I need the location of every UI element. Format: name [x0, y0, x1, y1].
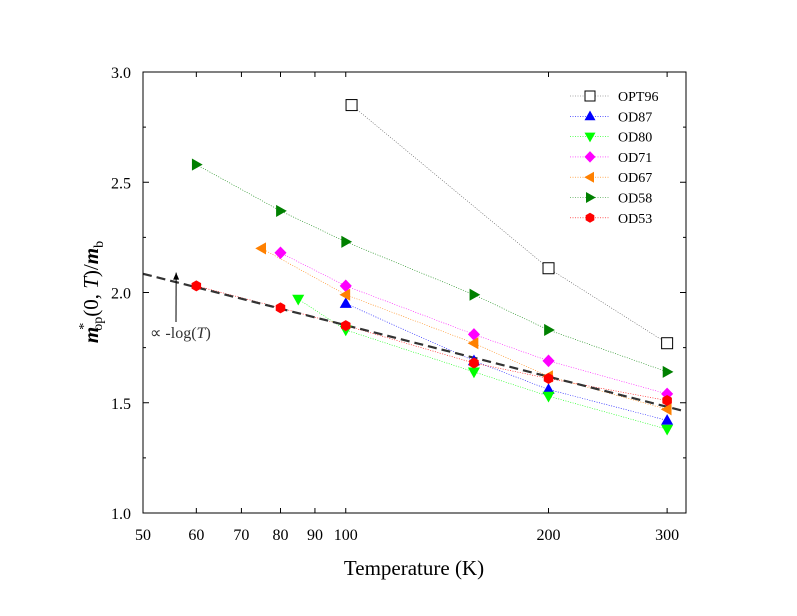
data-point-od71-3	[467, 328, 481, 341]
x-tick-label-80: 80	[272, 527, 288, 544]
series-line-od67	[261, 248, 668, 410]
data-point-od67-2	[339, 288, 351, 301]
data-point-od87-1	[339, 297, 352, 308]
legend-marker-opt96	[584, 90, 596, 102]
annotation-text: ∝ -log(T)	[150, 325, 211, 342]
series-line-od87	[345, 303, 668, 421]
legend-marker-od80	[584, 132, 596, 143]
data-point-od71-4	[542, 354, 555, 368]
annotation: ∝ -log(T)	[150, 272, 211, 342]
data-point-od80-5	[661, 424, 674, 436]
data-point-od53-5	[543, 372, 554, 384]
data-point-od87-4	[661, 414, 674, 425]
legend: OPT96 OD87 OD80 OD71 OD67 OD58 OD53	[570, 90, 658, 227]
fit-line	[142, 272, 687, 413]
data-points	[191, 99, 674, 436]
legend-label-od80: OD80	[618, 131, 652, 146]
data-point-od53-6	[662, 395, 672, 407]
data-point-od58-2	[276, 204, 287, 217]
data-point-od67-1	[255, 242, 267, 255]
data-point-od67-5	[660, 403, 672, 416]
y-axis-title-mb: m	[79, 248, 103, 264]
legend-label-od67: OD67	[618, 171, 652, 186]
annotation-arrowhead	[173, 272, 180, 280]
data-point-od67-3	[467, 337, 479, 350]
y-tick-label-0: 1.0	[111, 506, 131, 523]
data-point-opt96-1	[345, 99, 358, 112]
data-point-od53-4	[469, 357, 479, 369]
y-axis-title-mid: (0,	[79, 289, 103, 317]
legend-marker-od67	[584, 171, 594, 183]
data-point-od53-1	[191, 280, 202, 292]
y-axis-title-close: )/	[79, 264, 103, 277]
data-point-od71-2	[339, 279, 352, 293]
x-tick-label-70: 70	[233, 527, 249, 544]
data-point-od58-4	[469, 288, 481, 301]
data-point-opt96-3	[661, 337, 674, 350]
y-tick-label-3: 2.5	[111, 175, 131, 192]
legend-marker-od53	[585, 212, 595, 223]
y-axis-title-T: T	[79, 276, 103, 289]
data-point-od71-1	[274, 246, 287, 260]
y-tick-label-4: 3.0	[111, 65, 131, 82]
legend-marker-od71	[584, 151, 596, 163]
axes: 50 60 70 80 90 100 200 300 1.0 1.5 2.0 2.5 3.0	[111, 65, 686, 544]
legend-label-od71: OD71	[618, 151, 652, 166]
y-tick-label-2: 2.0	[111, 286, 131, 303]
data-point-od58-3	[341, 235, 353, 248]
series-lines	[196, 104, 668, 430]
legend-label-opt96: OPT96	[618, 90, 658, 105]
series-line-od58	[196, 164, 668, 373]
fit-line-group	[142, 272, 687, 413]
x-tick-label-200: 200	[537, 527, 561, 544]
legend-marker-od58	[586, 192, 596, 203]
x-tick-label-90: 90	[307, 527, 323, 544]
data-point-od53-3	[340, 320, 351, 332]
x-tick-label-100: 100	[334, 527, 358, 544]
data-point-od80-4	[542, 391, 555, 403]
y-axis-title-sub-b: b	[92, 241, 107, 248]
legend-label-od53: OD53	[618, 212, 652, 227]
data-point-od58-5	[544, 323, 555, 337]
legend-label-od58: OD58	[618, 192, 652, 207]
data-point-od80-3	[467, 367, 481, 379]
data-point-od80-1	[292, 294, 305, 306]
y-axis-title-sub-op: op	[91, 317, 106, 331]
x-tick-label-60: 60	[188, 527, 204, 544]
annotation-suffix: )	[205, 325, 210, 342]
annotation-T: T	[197, 325, 207, 342]
x-tick-label-50: 50	[135, 527, 151, 544]
y-tick-label-1: 1.5	[111, 396, 131, 413]
x-tick-label-300: 300	[655, 527, 679, 544]
legend-marker-od87	[584, 110, 596, 121]
series-line-od80	[298, 298, 668, 430]
series-line-od53	[196, 285, 668, 401]
x-axis-title: Temperature (K)	[344, 556, 484, 580]
plot-frame	[142, 71, 687, 514]
y-axis-title: m*op(0, T)/mb	[77, 241, 107, 343]
annotation-prefix: ∝ -log(	[150, 325, 197, 342]
data-point-od71-5	[661, 387, 674, 401]
data-point-od58-6	[662, 365, 674, 378]
data-point-od87-3	[542, 383, 555, 394]
data-point-opt96-2	[542, 262, 555, 275]
data-point-od58-1	[191, 158, 203, 171]
y-axis-title-m: m	[79, 327, 103, 343]
y-axis-title-star: *	[77, 323, 92, 330]
legend-label-od87: OD87	[618, 110, 652, 125]
data-point-od53-2	[275, 302, 286, 314]
